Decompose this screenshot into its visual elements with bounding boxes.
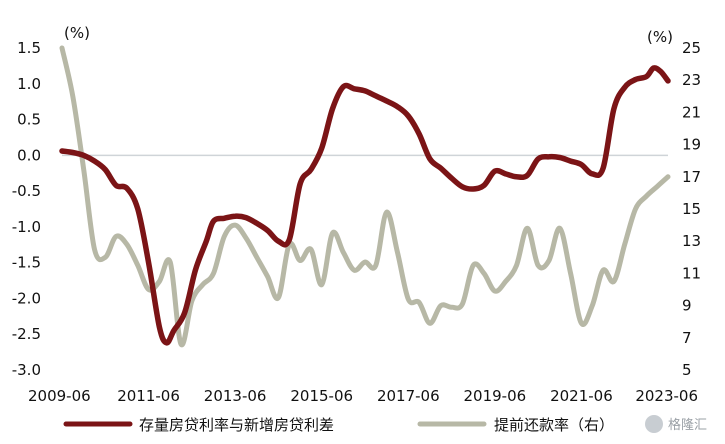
right-tick-label: 11 xyxy=(682,264,701,282)
legend: 存量房贷利率与新增房贷利差 提前还款率（右） xyxy=(63,416,614,434)
x-tick-label: 2023-06 xyxy=(635,387,698,405)
legend-label-spread: 存量房贷利率与新增房贷利差 xyxy=(139,416,334,434)
left-tick-label: -3.0 xyxy=(12,361,41,379)
x-tick-label: 2009-06 xyxy=(28,387,91,405)
x-tick-label: 2017-06 xyxy=(377,387,440,405)
left-axis-unit-label: (%) xyxy=(64,24,90,42)
watermark: 格隆汇 xyxy=(645,415,707,433)
x-tick-label: 2015-06 xyxy=(290,387,353,405)
watermark-text: 格隆汇 xyxy=(668,417,707,433)
left-tick-label: 0.5 xyxy=(17,111,41,129)
watermark-logo-icon xyxy=(645,415,663,433)
left-axis-ticks: 1.5 1.0 0.5 0.0 -0.5 -1.0 -1.5 -2.0 -2.5 -3.0 xyxy=(12,39,41,379)
right-axis-ticks: 25 23 21 19 17 15 13 11 9 7 5 xyxy=(682,39,701,379)
right-tick-label: 5 xyxy=(682,361,692,379)
right-tick-label: 21 xyxy=(682,103,701,121)
x-tick-label: 2011-06 xyxy=(117,387,180,405)
right-axis-unit-label: (%) xyxy=(647,28,673,46)
x-tick-label: 2021-06 xyxy=(550,387,613,405)
left-tick-label: -2.5 xyxy=(12,325,41,343)
right-axis-unit: (%) xyxy=(647,28,673,46)
right-tick-label: 23 xyxy=(682,71,701,89)
series-layer xyxy=(59,45,671,348)
series-line-prepayment xyxy=(59,45,671,348)
left-tick-label: 1.5 xyxy=(17,39,41,57)
left-tick-label: -1.5 xyxy=(12,254,41,272)
left-axis-unit: (%) xyxy=(64,24,90,42)
left-tick-label: -0.5 xyxy=(12,182,41,200)
right-tick-label: 17 xyxy=(682,168,701,186)
right-tick-label: 19 xyxy=(682,136,701,154)
left-tick-label: 0.0 xyxy=(17,146,41,164)
right-tick-label: 25 xyxy=(682,39,701,57)
right-tick-label: 13 xyxy=(682,232,701,250)
x-tick-label: 2013-06 xyxy=(204,387,267,405)
x-tick-label: 2019-06 xyxy=(464,387,527,405)
series-line-spread xyxy=(59,65,671,346)
right-tick-label: 9 xyxy=(682,297,692,315)
left-tick-label: -2.0 xyxy=(12,289,41,307)
x-axis-ticks: 2009-06 2011-06 2013-06 2015-06 2017-06 2019-… xyxy=(28,387,698,405)
right-tick-label: 15 xyxy=(682,200,701,218)
left-tick-label: -1.0 xyxy=(12,218,41,236)
right-tick-label: 7 xyxy=(682,329,692,347)
legend-label-prepayment: 提前还款率（右） xyxy=(494,416,614,434)
left-tick-label: 1.0 xyxy=(17,75,41,93)
